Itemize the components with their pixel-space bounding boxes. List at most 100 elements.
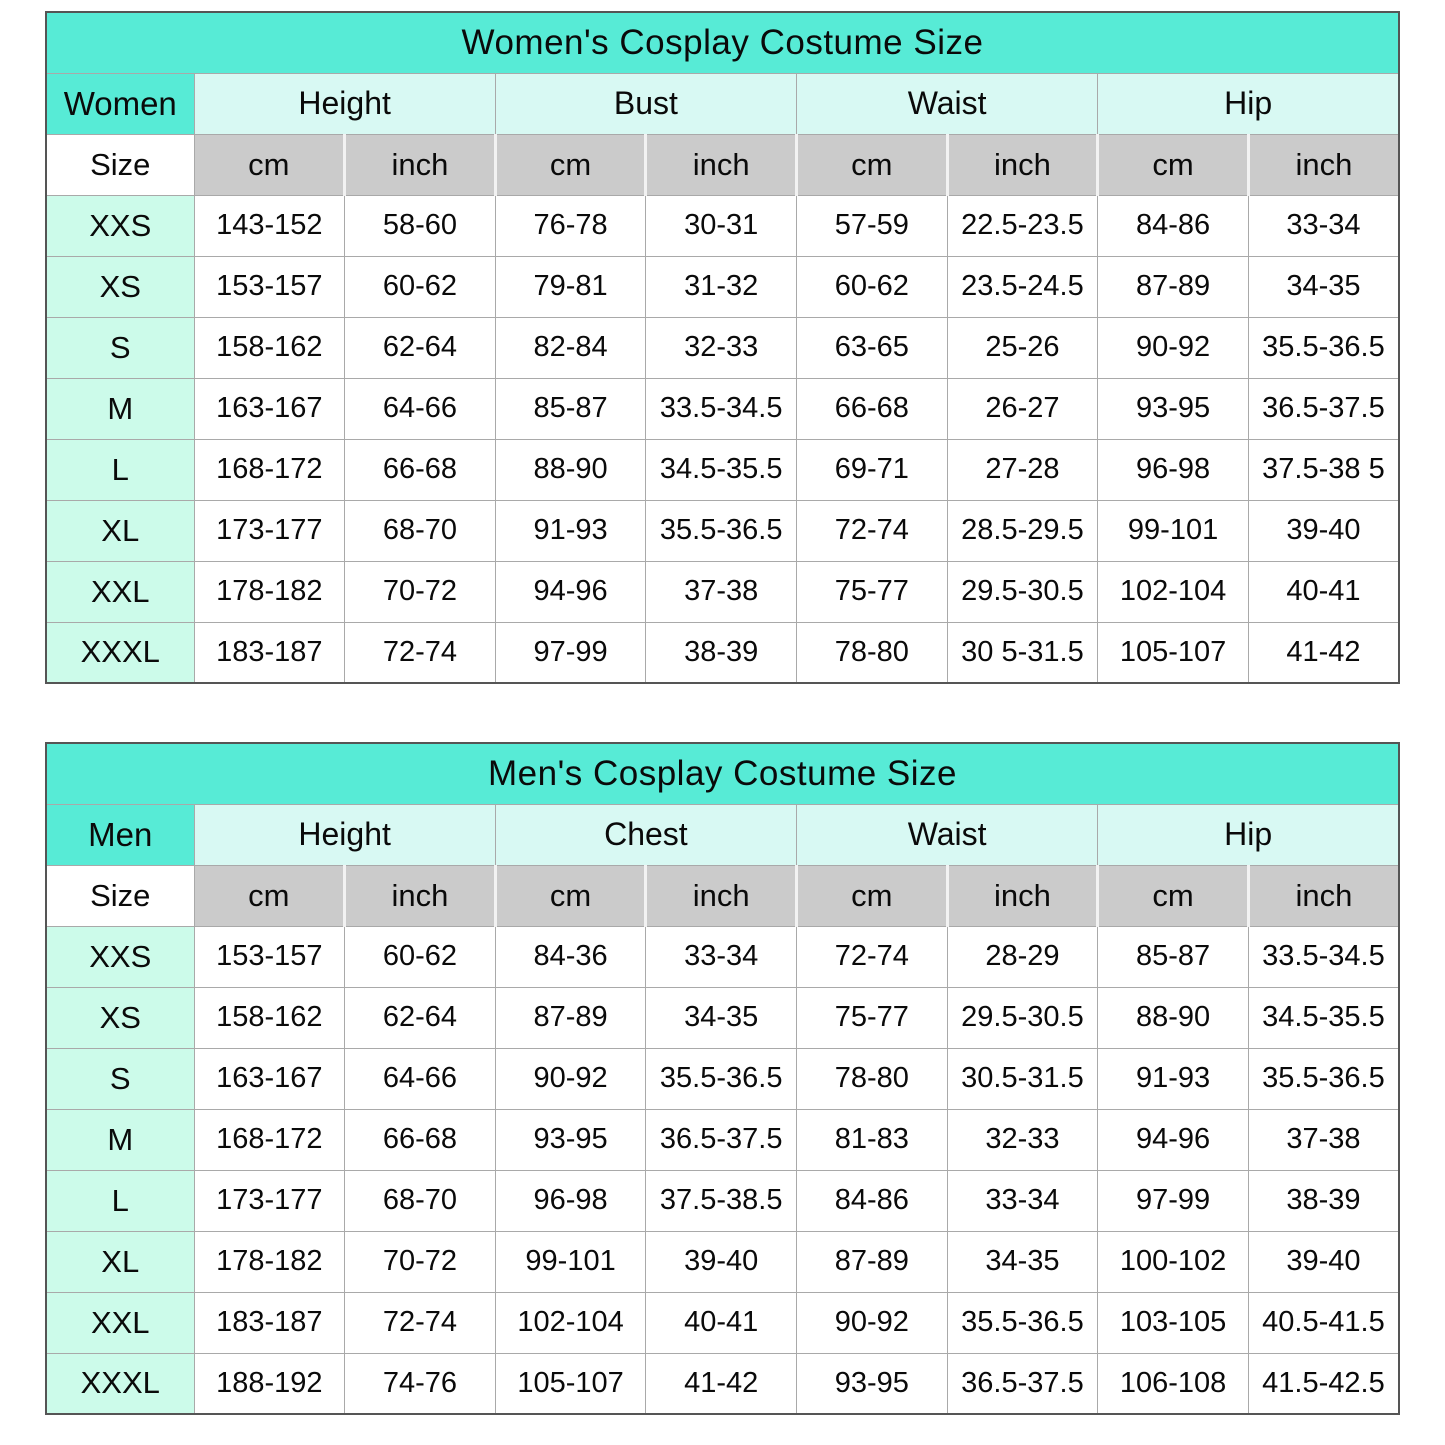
measurement-cell: 93-95 (1097, 377, 1249, 440)
size-row-xl: XL 178-182 70-72 99-101 39-40 87-89 34-35 100-1… (45, 1230, 1400, 1293)
unit-header-cm: cm (795, 864, 948, 927)
unit-header-inch: inch (945, 864, 1099, 927)
unit-header-cm: cm (493, 133, 647, 196)
size-row-s: S 163-167 64-66 90-92 35.5-36.5 78-80 30.5-31.… (45, 1047, 1400, 1110)
mens-table-title: Men's Cosplay Costume Size (45, 742, 1400, 805)
measurement-cell: 91-93 (1097, 1047, 1249, 1110)
measurement-cell: 178-182 (193, 1230, 346, 1293)
measurement-cell: 97-99 (494, 621, 647, 684)
measurement-cell: 74-76 (344, 1352, 496, 1415)
measurement-cell: 23.5-24.5 (946, 255, 1099, 318)
measurement-cell: 39-40 (1247, 499, 1400, 562)
size-row-xxl: XXL 183-187 72-74 102-104 40-41 90-92 35.5-36.… (45, 1291, 1400, 1354)
measurement-cell: 62-64 (344, 986, 496, 1049)
measurement-cell: 163-167 (193, 1047, 346, 1110)
measurement-cell: 60-62 (796, 255, 948, 318)
measurement-cell: 72-74 (344, 621, 496, 684)
measurement-cell: 35.5-36.5 (645, 1047, 797, 1110)
size-label: L (45, 1169, 195, 1232)
measurement-cell: 158-162 (193, 316, 346, 379)
womens-gender-label: Women (45, 72, 195, 135)
mens-unit-header-row: Size cm inch cm inch cm inch cm inch (45, 864, 1400, 927)
measurement-cell: 163-167 (193, 377, 346, 440)
measurement-cell: 88-90 (494, 438, 647, 501)
measurement-cell: 69-71 (796, 438, 948, 501)
size-label: M (45, 1108, 195, 1171)
measurement-cell: 85-87 (1097, 925, 1249, 988)
measurement-cell: 87-89 (1097, 255, 1249, 318)
measurement-cell: 64-66 (344, 377, 496, 440)
womens-group-bust: Bust (494, 72, 798, 135)
measurement-cell: 168-172 (193, 1108, 346, 1171)
measurement-cell: 72-74 (796, 499, 948, 562)
measurement-cell: 41-42 (645, 1352, 797, 1415)
measurement-cell: 34-35 (1247, 255, 1400, 318)
measurement-cell: 34-35 (645, 986, 797, 1049)
measurement-cell: 84-36 (494, 925, 647, 988)
unit-header-inch: inch (343, 864, 496, 927)
measurement-cell: 34-35 (946, 1230, 1099, 1293)
measurement-cell: 105-107 (1097, 621, 1249, 684)
measurement-cell: 106-108 (1097, 1352, 1249, 1415)
size-label: M (45, 377, 195, 440)
size-label: XXS (45, 925, 195, 988)
unit-header-cm: cm (193, 133, 346, 196)
measurement-cell: 96-98 (1097, 438, 1249, 501)
measurement-cell: 87-89 (494, 986, 647, 1049)
size-row-xxl: XXL 178-182 70-72 94-96 37-38 75-77 29.5-30.5 1… (45, 560, 1400, 623)
size-row-m: M 168-172 66-68 93-95 36.5-37.5 81-83 32-33 94-… (45, 1108, 1400, 1171)
measurement-cell: 72-74 (796, 925, 948, 988)
measurement-cell: 103-105 (1097, 1291, 1249, 1354)
measurement-cell: 153-157 (193, 255, 346, 318)
measurement-cell: 60-62 (344, 925, 496, 988)
unit-header-cm: cm (795, 133, 948, 196)
measurement-cell: 40.5-41.5 (1247, 1291, 1400, 1354)
unit-header-inch: inch (945, 133, 1099, 196)
size-label: XXXL (45, 1352, 195, 1415)
mens-group-waist: Waist (795, 803, 1099, 866)
size-label: XS (45, 255, 195, 318)
measurement-cell: 26-27 (946, 377, 1099, 440)
womens-group-hip: Hip (1097, 72, 1400, 135)
measurement-cell: 84-86 (1097, 194, 1249, 257)
measurement-cell: 87-89 (796, 1230, 948, 1293)
measurement-cell: 93-95 (494, 1108, 647, 1171)
unit-header-inch: inch (1246, 133, 1400, 196)
unit-header-inch: inch (1246, 864, 1400, 927)
measurement-cell: 28-29 (946, 925, 1099, 988)
size-row-xxxl: XXXL 183-187 72-74 97-99 38-39 78-80 30 5-31.5… (45, 621, 1400, 684)
unit-header-inch: inch (644, 133, 797, 196)
measurement-cell: 99-101 (1097, 499, 1249, 562)
measurement-cell: 41.5-42.5 (1247, 1352, 1400, 1415)
measurement-cell: 105-107 (494, 1352, 647, 1415)
measurement-cell: 94-96 (494, 560, 647, 623)
size-row-l: L 173-177 68-70 96-98 37.5-38.5 84-86 33-34 97-… (45, 1169, 1400, 1232)
measurement-cell: 58-60 (344, 194, 496, 257)
measurement-cell: 93-95 (796, 1352, 948, 1415)
measurement-cell: 153-157 (193, 925, 346, 988)
measurement-cell: 79-81 (494, 255, 647, 318)
womens-group-header-row: Women Height Bust Waist Hip (45, 72, 1400, 135)
measurement-cell: 30 5-31.5 (946, 621, 1099, 684)
measurement-cell: 37-38 (1247, 1108, 1400, 1171)
measurement-cell: 40-41 (1247, 560, 1400, 623)
measurement-cell: 85-87 (494, 377, 647, 440)
measurement-cell: 38-39 (645, 621, 797, 684)
measurement-cell: 100-102 (1097, 1230, 1249, 1293)
measurement-cell: 40-41 (645, 1291, 797, 1354)
measurement-cell: 64-66 (344, 1047, 496, 1110)
measurement-cell: 94-96 (1097, 1108, 1249, 1171)
measurement-cell: 168-172 (193, 438, 346, 501)
size-label: XXXL (45, 621, 195, 684)
measurement-cell: 82-84 (494, 316, 647, 379)
size-row-m: M 163-167 64-66 85-87 33.5-34.5 66-68 26-27 93-… (45, 377, 1400, 440)
measurement-cell: 68-70 (344, 499, 496, 562)
measurement-cell: 38-39 (1247, 1169, 1400, 1232)
measurement-cell: 33.5-34.5 (645, 377, 797, 440)
measurement-cell: 66-68 (344, 438, 496, 501)
table-gap (45, 684, 1400, 742)
measurement-cell: 33-34 (645, 925, 797, 988)
measurement-cell: 30.5-31.5 (946, 1047, 1099, 1110)
unit-header-cm: cm (1096, 133, 1249, 196)
